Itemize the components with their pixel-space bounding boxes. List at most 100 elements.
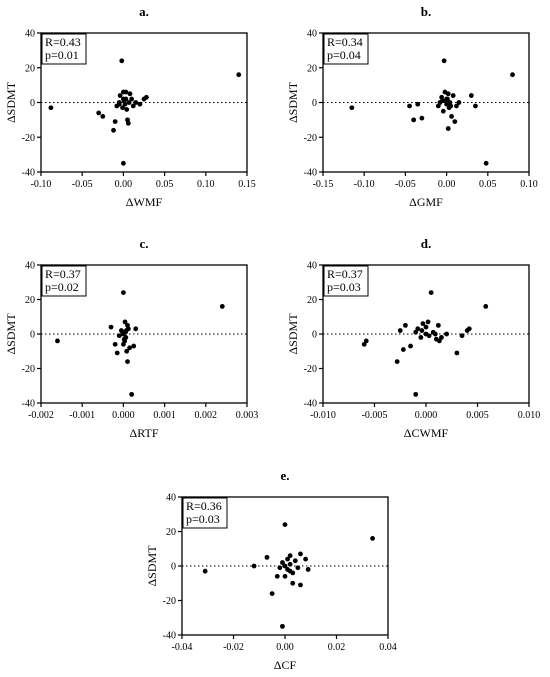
data-point (295, 565, 301, 571)
data-point (111, 127, 116, 133)
x-axis-title: ΔWMF (126, 195, 163, 209)
y-tick-label: 40 (25, 261, 35, 272)
data-point (440, 108, 446, 114)
data-point (287, 553, 293, 559)
data-point (133, 326, 139, 332)
panel-a: a. -40 -20 0 20 40 -0.10 -0.05 0.00 0.05 0.10 0.15 Δ… (4, 4, 256, 209)
x-tick-label: -0.10 (354, 179, 375, 190)
data-point (48, 105, 54, 111)
data-point (298, 582, 303, 588)
panel-title: d. (421, 236, 431, 251)
data-point (121, 96, 126, 102)
data-point (133, 100, 139, 105)
data-point (473, 103, 478, 109)
data-point (112, 119, 118, 125)
data-point (459, 333, 465, 339)
x-tick-label: 0.000 (112, 410, 135, 421)
data-point (121, 160, 126, 166)
x-tick-label: 0.00 (276, 642, 294, 653)
panel-e: e. -40 -20 0 20 40 -0.04 -0.02 0.00 0.02 0.04 ΔCF ΔS… (145, 468, 397, 672)
data-point (441, 58, 447, 64)
data-point (116, 333, 122, 339)
y-tick-label: -20 (22, 133, 35, 144)
data-point (202, 568, 208, 574)
data-point (125, 120, 131, 126)
x-axis-title: ΔCF (274, 658, 297, 672)
panel-title: c. (139, 236, 148, 251)
data-point (282, 563, 288, 569)
y-tick-label: -40 (22, 168, 35, 179)
y-tick-label: 20 (25, 63, 35, 74)
data-point (236, 72, 242, 78)
x-tick-label: -0.010 (310, 410, 336, 421)
data-point (408, 343, 413, 349)
data-point (415, 326, 421, 332)
y-tick-label: 40 (25, 29, 35, 40)
data-point (419, 328, 425, 333)
data-point (445, 91, 451, 97)
data-point (108, 324, 114, 330)
panel-title: a. (139, 4, 149, 19)
data-point (432, 331, 438, 337)
data-point (468, 93, 474, 98)
x-tick-label: 0.05 (156, 179, 174, 190)
data-point (483, 160, 489, 166)
data-point (277, 565, 283, 571)
x-tick-label: 0.003 (236, 410, 259, 421)
y-tick-label: 0 (30, 98, 35, 109)
stats-box (41, 33, 87, 65)
y-tick-label: -40 (304, 168, 317, 179)
data-point (124, 348, 130, 354)
data-point (131, 343, 137, 349)
data-point (269, 591, 275, 596)
data-point (285, 556, 290, 562)
data-point (121, 341, 126, 347)
x-tick-label: -0.005 (362, 410, 388, 421)
stats-box (41, 265, 87, 297)
correlation-label: R=0.37 (45, 267, 81, 281)
y-tick-label: 40 (307, 261, 317, 272)
y-tick-label: 0 (30, 330, 35, 341)
data-point (274, 573, 280, 579)
data-point (305, 567, 311, 572)
data-point (264, 554, 270, 560)
data-point (96, 110, 102, 116)
data-point (287, 561, 293, 567)
x-tick-label: 0.04 (379, 642, 397, 653)
data-point (440, 98, 445, 104)
data-point (219, 304, 225, 309)
data-point (126, 100, 132, 105)
data-point (439, 335, 444, 340)
y-tick-label: 40 (307, 29, 317, 40)
data-point (454, 350, 460, 356)
data-point (120, 105, 125, 111)
y-axis-title: ΔSDMT (145, 545, 159, 587)
y-tick-label: -20 (304, 364, 317, 375)
data-point (403, 322, 408, 328)
data-point (448, 103, 454, 109)
data-point (407, 103, 412, 109)
data-point (303, 556, 308, 562)
y-tick-label: -40 (22, 399, 35, 410)
data-point (420, 321, 426, 327)
data-point (125, 359, 130, 364)
data-point (100, 114, 106, 119)
data-point (413, 391, 419, 397)
x-tick-label: -0.15 (313, 179, 334, 190)
data-point (127, 91, 133, 97)
y-tick-label: 20 (166, 527, 176, 538)
panel-b: b. -40 -20 0 20 40 -0.15 -0.10 -0.05 0.00 0.05 0.10… (286, 4, 538, 209)
data-point (298, 551, 303, 557)
stats-box (182, 497, 228, 529)
x-tick-label: 0.00 (438, 179, 456, 190)
x-tick-label: 0.000 (415, 410, 438, 421)
data-point (411, 117, 417, 123)
data-point (435, 322, 441, 328)
data-point (121, 290, 126, 295)
data-point (120, 329, 125, 335)
data-point (419, 115, 425, 121)
x-tick-label: 0.010 (518, 410, 541, 421)
data-point (510, 72, 515, 78)
p-value-label: p=0.03 (327, 280, 361, 294)
data-point (55, 338, 60, 344)
